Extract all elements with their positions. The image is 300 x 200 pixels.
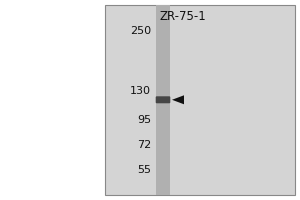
Bar <box>156 5 170 195</box>
Text: 95: 95 <box>137 115 151 125</box>
Text: 72: 72 <box>137 140 151 150</box>
Text: 130: 130 <box>130 86 151 96</box>
Text: 55: 55 <box>137 165 151 175</box>
Text: 250: 250 <box>130 26 151 36</box>
Bar <box>105 5 295 195</box>
FancyBboxPatch shape <box>156 96 170 103</box>
Text: ZR-75-1: ZR-75-1 <box>160 10 206 23</box>
Polygon shape <box>172 95 184 104</box>
